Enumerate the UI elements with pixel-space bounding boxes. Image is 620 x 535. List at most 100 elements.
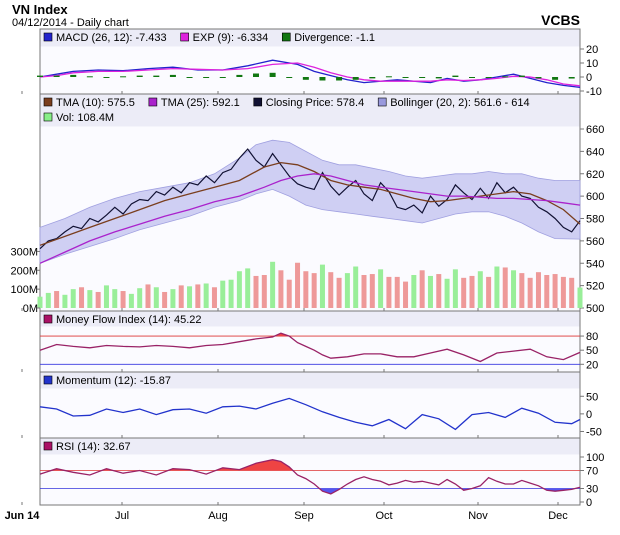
momentum-legend-band	[40, 372, 580, 389]
divergence-bar	[219, 77, 226, 78]
volume-bar	[319, 264, 325, 308]
x-tick-label: Dec	[548, 510, 568, 522]
rsi-legend-label: RSI (14): 32.67	[56, 441, 131, 453]
divergence-bar	[302, 77, 309, 80]
volume-bar	[577, 287, 583, 308]
price-legend-swatch	[43, 97, 53, 107]
price-y-tick-label: 520	[586, 281, 604, 293]
divergence-bar	[352, 77, 359, 80]
volume-bar	[386, 276, 392, 308]
divergence-bar	[269, 72, 276, 77]
divergence-bar	[70, 74, 77, 77]
divergence-bar	[435, 77, 442, 79]
momentum-y-tick-label: -50	[586, 426, 602, 438]
rsi-y-tick-label: 70	[586, 466, 598, 478]
volume-bar	[303, 271, 309, 308]
divergence-bar	[452, 75, 459, 77]
volume-bar	[128, 293, 134, 308]
mfi-legend-band	[40, 311, 580, 327]
volume-tick-label: 300M	[10, 246, 38, 258]
closing-price-line	[39, 148, 581, 250]
volume-bar	[461, 277, 467, 308]
volume-bar	[502, 267, 508, 308]
volume-bar	[295, 262, 301, 308]
rsi-y-tick-label: 0	[586, 497, 592, 509]
volume-bar	[253, 275, 259, 308]
divergence-bar	[136, 75, 143, 77]
momentum-y-tick-label: 50	[586, 391, 598, 403]
volume-bar	[527, 277, 533, 308]
mfi-legend-label: Money Flow Index (14): 45.22	[56, 314, 202, 326]
volume-bar	[112, 289, 118, 308]
rsi-y-tick-label: 30	[586, 484, 598, 496]
divergence-bar	[419, 77, 426, 78]
volume-bar	[427, 275, 433, 308]
mfi-y-tick-label: 20	[586, 359, 598, 371]
volume-bar	[270, 261, 276, 308]
volume-bar	[245, 268, 251, 308]
x-tick-label: Jun 14	[5, 510, 41, 522]
divergence-bar	[336, 77, 343, 81]
macd-legend-swatch	[281, 32, 291, 42]
divergence-bar	[203, 77, 210, 78]
volume-bar	[403, 281, 409, 308]
volume-bar	[378, 269, 384, 308]
macd-y-tick-label: 10	[586, 58, 598, 70]
macd-legend-swatch	[180, 32, 189, 42]
volume-tick-label: 0M	[23, 303, 38, 315]
volume-bar	[37, 296, 43, 308]
x-tick-label: Jul	[115, 510, 129, 522]
volume-bar	[494, 266, 500, 308]
macd-legend-label: EXP (9): -6.334	[193, 32, 269, 44]
volume-bar	[560, 276, 566, 308]
x-tick-label: Sep	[294, 510, 314, 522]
volume-bar	[62, 294, 68, 308]
divergence-bar	[535, 77, 542, 79]
volume-bar	[419, 270, 425, 308]
x-tick-label: Nov	[468, 510, 488, 522]
volume-bar	[79, 287, 85, 308]
volume-bar	[95, 291, 101, 308]
volume-bar	[120, 291, 126, 308]
price-y-tick-label: 660	[586, 124, 604, 136]
x-tick-label: Aug	[208, 510, 228, 522]
volume-bar	[145, 284, 151, 308]
divergence-bar	[169, 74, 176, 77]
mfi-legend-swatch	[43, 314, 53, 324]
money-flow-index-14-line	[39, 332, 581, 363]
price-legend-label: Bollinger (20, 2): 561.6 - 614	[390, 97, 529, 109]
divergence-bar	[518, 75, 525, 77]
rsi-14-line	[39, 459, 581, 495]
volume-bar	[344, 273, 350, 308]
volume-bar	[170, 289, 176, 308]
mfi-y-tick-label: 50	[586, 345, 598, 357]
volume-bar	[236, 271, 242, 308]
volume-bar	[477, 271, 483, 308]
volume-bar	[220, 280, 226, 308]
volume-bar	[486, 276, 492, 308]
volume-bar	[328, 272, 334, 308]
divergence-bar	[502, 76, 509, 78]
momentum-legend-swatch	[43, 375, 53, 385]
volume-bar	[311, 273, 317, 308]
price-y-tick-label: 620	[586, 169, 604, 181]
divergence-bar	[120, 76, 127, 78]
volume-bar	[361, 275, 367, 308]
macd-26-12-line	[39, 59, 581, 89]
macd-y-tick-label: -10	[586, 86, 602, 98]
volume-bar	[211, 287, 217, 308]
price-legend-label: Vol: 108.4M	[56, 112, 114, 124]
divergence-bar	[236, 74, 243, 77]
brand-label: VCBS	[541, 12, 580, 28]
divergence-bar	[369, 77, 376, 79]
price-y-tick-label: 580	[586, 214, 604, 226]
bollinger-band	[39, 139, 581, 264]
volume-bar	[87, 290, 93, 308]
divergence-bar	[568, 77, 575, 79]
volume-bar	[45, 292, 51, 308]
chart-title: VN Index	[12, 2, 68, 17]
price-y-tick-label: 540	[586, 258, 604, 270]
divergence-bar	[552, 77, 559, 80]
volume-bar	[336, 277, 342, 308]
